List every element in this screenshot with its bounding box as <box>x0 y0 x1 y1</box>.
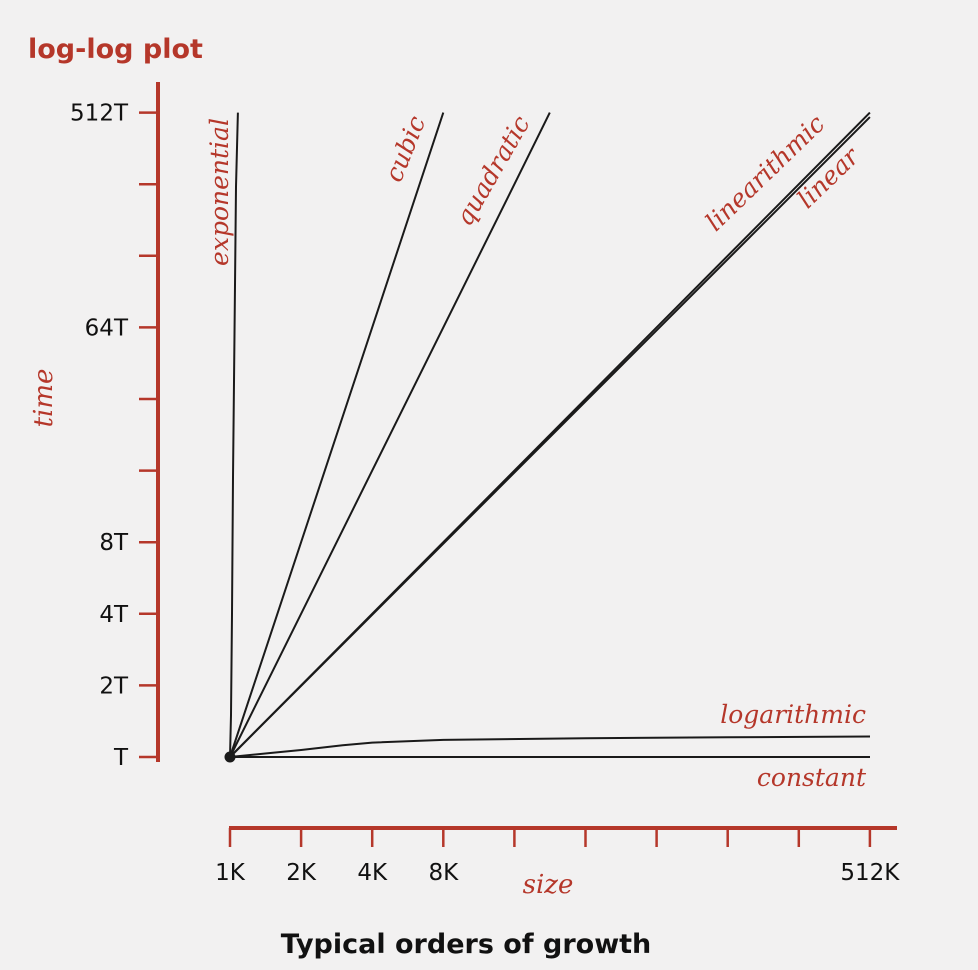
series-line-cubic <box>229 112 445 758</box>
x-tick-label: 512K <box>840 860 900 886</box>
y-tick-label: 64T <box>85 315 129 341</box>
series-label-exponential: exponential <box>205 118 234 266</box>
x-axis-label: size <box>523 870 574 900</box>
x-tick-label: 1K <box>215 860 246 886</box>
y-tick-label: T <box>113 745 129 771</box>
x-axis-ticks: 1K 2K 4K 8K 512K <box>215 828 900 886</box>
y-tick-label: 4T <box>99 602 129 628</box>
x-tick-label: 2K <box>286 860 317 886</box>
series-label-logarithmic: logarithmic <box>720 700 866 729</box>
chart-title: log-log plot <box>28 34 203 65</box>
y-axis-label: time <box>29 369 59 428</box>
series-label-constant: constant <box>757 763 867 792</box>
series-line-exponential <box>229 112 239 758</box>
series-curves <box>229 111 871 758</box>
series-line-logarithmic <box>229 735 871 758</box>
y-tick-label: 2T <box>99 673 129 699</box>
y-tick-label: 8T <box>99 530 129 556</box>
y-axis-ticks: T 2T 4T 8T 64T 512T <box>70 101 158 771</box>
x-tick-label: 8K <box>428 860 459 886</box>
y-tick-label: 512T <box>70 101 129 127</box>
origin-point <box>224 751 236 763</box>
series-line-linearithmic <box>229 111 871 758</box>
figure-caption: Typical orders of growth <box>281 929 652 960</box>
series-line-quadratic <box>229 112 551 758</box>
series-label-quadratic: quadratic <box>450 111 536 231</box>
x-tick-label: 4K <box>357 860 388 886</box>
